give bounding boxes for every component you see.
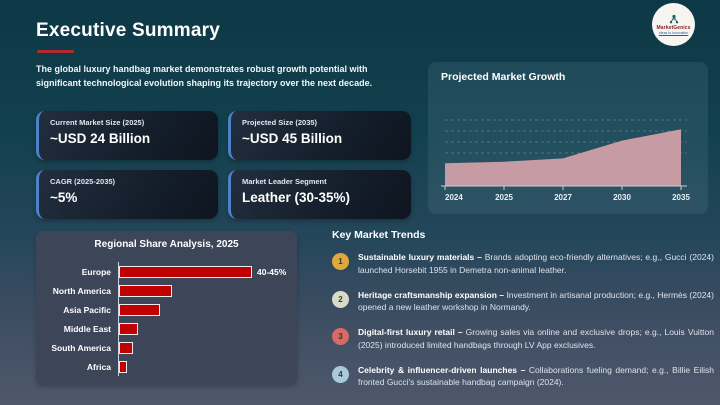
stat-card-label: Projected Size (2035) — [242, 118, 318, 127]
trend-text: Sustainable luxury materials – Brands ad… — [358, 252, 714, 275]
bar-label: Middle East — [63, 323, 111, 334]
trend-text: Celebrity & influencer-driven launches –… — [358, 364, 714, 388]
trend-item-celebrity-launches: 4 Celebrity & influencer-driven launches… — [332, 364, 714, 390]
stat-card-market-leader-segment: Market Leader Segment Leather (30-35%) — [228, 170, 411, 219]
key-market-trends: Key Market Trends 1 Sustainable luxury m… — [332, 229, 714, 401]
svg-text:2030: 2030 — [613, 193, 631, 202]
bar-row-europe: Europe 40-45% — [36, 262, 289, 281]
trend-item-heritage-craftsmanship: 2 Heritage craftsmanship expansion – Inv… — [332, 289, 714, 315]
bar-row-asia-pacific: Asia Pacific — [36, 300, 289, 319]
trend-number-badge: 1 — [332, 253, 349, 270]
stat-card-value: ~USD 24 Billion — [50, 131, 151, 146]
regional-bar-chart: Europe 40-45% North America Asia Pacific — [36, 262, 289, 376]
regional-chart-title: Regional Share Analysis, 2025 — [94, 239, 239, 250]
trend-number-badge: 4 — [332, 365, 349, 383]
logo-molecule-icon — [669, 14, 678, 24]
bar-row-middle-east: Middle East — [36, 319, 289, 338]
logo-tagline: Ideas to Innovation — [658, 31, 689, 35]
svg-text:2027: 2027 — [554, 193, 572, 202]
logo-name: MarketGenics — [656, 25, 691, 31]
svg-text:2035: 2035 — [672, 193, 690, 202]
bar — [119, 360, 127, 373]
bar — [119, 303, 160, 316]
bar — [119, 284, 172, 297]
stat-card-current-market-size: Current Market Size (2025) ~USD 24 Billi… — [36, 111, 218, 160]
bar-row-africa: Africa — [36, 357, 289, 376]
trend-text: Heritage craftsmanship expansion – Inves… — [358, 289, 714, 313]
growth-area-chart: 2024 2025 2027 2030 2035 — [441, 119, 690, 202]
bar-row-south-america: South America — [36, 338, 289, 357]
bar-value-label: 40-45% — [257, 266, 287, 277]
bar-track — [118, 338, 289, 357]
stat-card-projected-size: Projected Size (2035) ~USD 45 Billion — [228, 111, 411, 160]
bar-label: North America — [52, 285, 111, 296]
trend-text: Digital-first luxury retail – Growing sa… — [358, 327, 714, 350]
stat-card-label: Current Market Size (2025) — [50, 118, 145, 127]
page-title: Executive Summary — [36, 20, 220, 41]
bar-label: Africa — [86, 361, 111, 372]
bar — [119, 322, 138, 335]
regional-share-panel: Regional Share Analysis, 2025 Europe 40-… — [36, 231, 297, 385]
trend-number-badge: 3 — [332, 328, 349, 345]
stat-card-value: Leather (30-35%) — [242, 190, 351, 205]
bar-label: Asia Pacific — [63, 304, 111, 315]
svg-text:2024: 2024 — [445, 193, 463, 202]
projected-market-growth-panel: Projected Market Growth 2024 2025 2027 2030… — [428, 62, 708, 214]
bar-track — [118, 300, 289, 319]
bar-track — [118, 357, 289, 376]
trend-item-digital-first-retail: 3 Digital-first luxury retail – Growing … — [332, 326, 714, 352]
title-underline — [37, 50, 74, 53]
bar-label: South America — [51, 342, 111, 353]
stat-card-cagr: CAGR (2025-2035) ~5% — [36, 170, 218, 219]
stat-card-label: Market Leader Segment — [242, 177, 327, 186]
trend-number-badge: 2 — [332, 290, 349, 308]
bar-label: Europe — [81, 266, 111, 277]
company-logo: MarketGenics Ideas to Innovation — [652, 3, 695, 46]
stat-card-label: CAGR (2025-2035) — [50, 177, 116, 186]
stat-card-value: ~5% — [50, 190, 78, 205]
bar-row-north-america: North America — [36, 281, 289, 300]
stat-card-value: ~USD 45 Billion — [242, 131, 343, 146]
trend-item-sustainable-materials: 1 Sustainable luxury materials – Brands … — [332, 251, 714, 277]
intro-text: The global luxury handbag market demonst… — [36, 64, 373, 89]
stat-cards: Current Market Size (2025) ~USD 24 Billi… — [36, 111, 411, 219]
bar-track: 40-45% — [118, 262, 289, 281]
trends-title: Key Market Trends — [332, 229, 426, 241]
bar — [119, 265, 252, 278]
bar-track — [118, 281, 289, 300]
svg-text:2025: 2025 — [495, 193, 513, 202]
bar-track — [118, 319, 289, 338]
growth-chart-title: Projected Market Growth — [441, 71, 566, 83]
bar — [119, 341, 133, 354]
